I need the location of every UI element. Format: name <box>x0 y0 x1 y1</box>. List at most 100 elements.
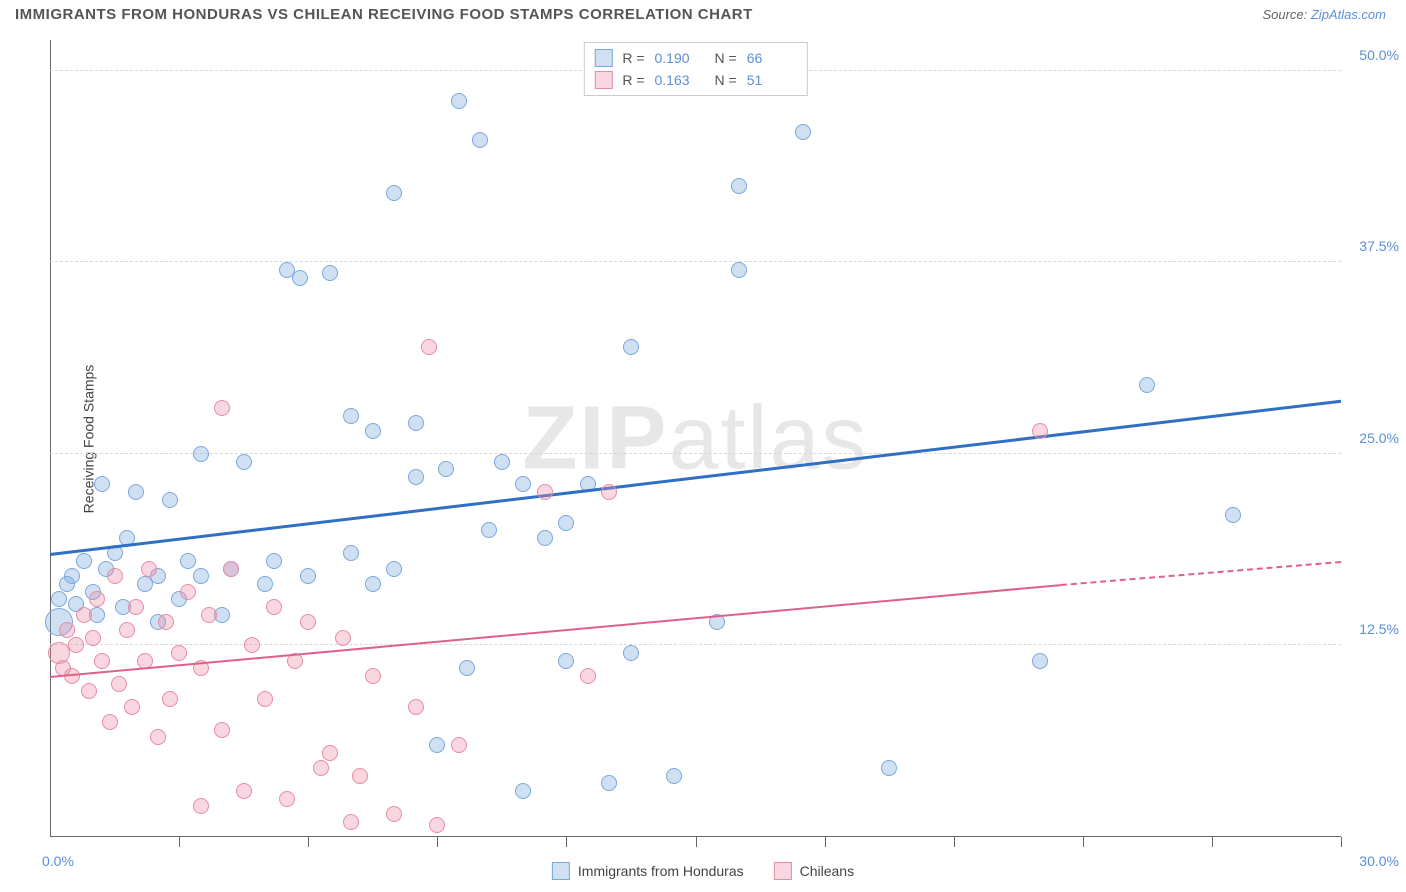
data-point <box>51 591 67 607</box>
data-point <box>623 645 639 661</box>
data-point <box>459 660 475 676</box>
data-point <box>158 614 174 630</box>
x-axis-min-label: 0.0% <box>42 853 74 869</box>
data-point <box>128 599 144 615</box>
data-point <box>180 584 196 600</box>
source-prefix: Source: <box>1262 7 1310 22</box>
legend-swatch <box>774 862 792 880</box>
data-point <box>76 607 92 623</box>
data-point <box>214 722 230 738</box>
x-tick <box>954 837 955 847</box>
data-point <box>64 568 80 584</box>
data-point <box>494 454 510 470</box>
legend-label: Chileans <box>800 863 854 879</box>
data-point <box>193 568 209 584</box>
legend-item: Chileans <box>774 862 854 880</box>
data-point <box>481 522 497 538</box>
y-tick-label: 50.0% <box>1359 47 1399 63</box>
data-point <box>111 676 127 692</box>
chart-header: IMMIGRANTS FROM HONDURAS VS CHILEAN RECE… <box>0 0 1406 29</box>
legend-stat-row: R =0.190N =66 <box>594 47 796 69</box>
data-point <box>731 178 747 194</box>
r-label: R = <box>622 50 644 66</box>
x-axis-max-label: 30.0% <box>1359 853 1399 869</box>
data-point <box>102 714 118 730</box>
data-point <box>438 461 454 477</box>
data-point <box>94 653 110 669</box>
plot-area: Receiving Food Stamps 0.0% 30.0% ZIPatla… <box>50 40 1341 837</box>
y-axis <box>50 40 51 837</box>
data-point <box>266 599 282 615</box>
trend-line <box>50 584 1061 678</box>
data-point <box>537 530 553 546</box>
data-point <box>335 630 351 646</box>
data-point <box>408 469 424 485</box>
y-tick-label: 37.5% <box>1359 238 1399 254</box>
data-point <box>150 729 166 745</box>
data-point <box>386 561 402 577</box>
x-tick <box>825 837 826 847</box>
legend-stat-row: R =0.163N =51 <box>594 69 796 91</box>
source-attribution: Source: ZipAtlas.com <box>1262 7 1386 22</box>
legend-label: Immigrants from Honduras <box>578 863 744 879</box>
x-tick <box>1341 837 1342 847</box>
n-value: 66 <box>747 50 797 66</box>
data-point <box>365 576 381 592</box>
correlation-legend: R =0.190N =66R =0.163N =51 <box>583 42 807 96</box>
y-tick-label: 12.5% <box>1359 621 1399 637</box>
x-tick <box>308 837 309 847</box>
data-point <box>300 614 316 630</box>
data-point <box>408 415 424 431</box>
data-point <box>601 484 617 500</box>
data-point <box>89 591 105 607</box>
n-value: 51 <box>747 72 797 88</box>
data-point <box>408 699 424 715</box>
data-point <box>119 622 135 638</box>
data-point <box>451 737 467 753</box>
legend-swatch <box>594 49 612 67</box>
data-point <box>343 408 359 424</box>
data-point <box>322 265 338 281</box>
data-point <box>795 124 811 140</box>
data-point <box>558 515 574 531</box>
data-point <box>85 630 101 646</box>
data-point <box>244 637 260 653</box>
x-tick <box>566 837 567 847</box>
data-point <box>343 545 359 561</box>
data-point <box>386 185 402 201</box>
data-point <box>472 132 488 148</box>
data-point <box>429 737 445 753</box>
x-tick <box>696 837 697 847</box>
data-point <box>558 653 574 669</box>
source-link[interactable]: ZipAtlas.com <box>1311 7 1386 22</box>
x-tick <box>179 837 180 847</box>
trend-line <box>50 400 1341 556</box>
data-point <box>257 576 273 592</box>
data-point <box>81 683 97 699</box>
data-point <box>94 476 110 492</box>
data-point <box>214 400 230 416</box>
data-point <box>68 637 84 653</box>
data-point <box>76 553 92 569</box>
data-point <box>128 484 144 500</box>
data-point <box>386 806 402 822</box>
chart-title: IMMIGRANTS FROM HONDURAS VS CHILEAN RECE… <box>15 6 753 23</box>
data-point <box>666 768 682 784</box>
data-point <box>141 561 157 577</box>
legend-swatch <box>594 71 612 89</box>
data-point <box>623 339 639 355</box>
y-tick-label: 25.0% <box>1359 430 1399 446</box>
data-point <box>59 622 75 638</box>
data-point <box>1139 377 1155 393</box>
data-point <box>580 668 596 684</box>
data-point <box>162 691 178 707</box>
data-point <box>236 783 252 799</box>
data-point <box>1032 423 1048 439</box>
y-axis-label: Receiving Food Stamps <box>80 364 96 513</box>
data-point <box>300 568 316 584</box>
data-point <box>881 760 897 776</box>
watermark: ZIPatlas <box>522 387 868 490</box>
data-point <box>343 814 359 830</box>
x-tick <box>437 837 438 847</box>
legend-swatch <box>552 862 570 880</box>
